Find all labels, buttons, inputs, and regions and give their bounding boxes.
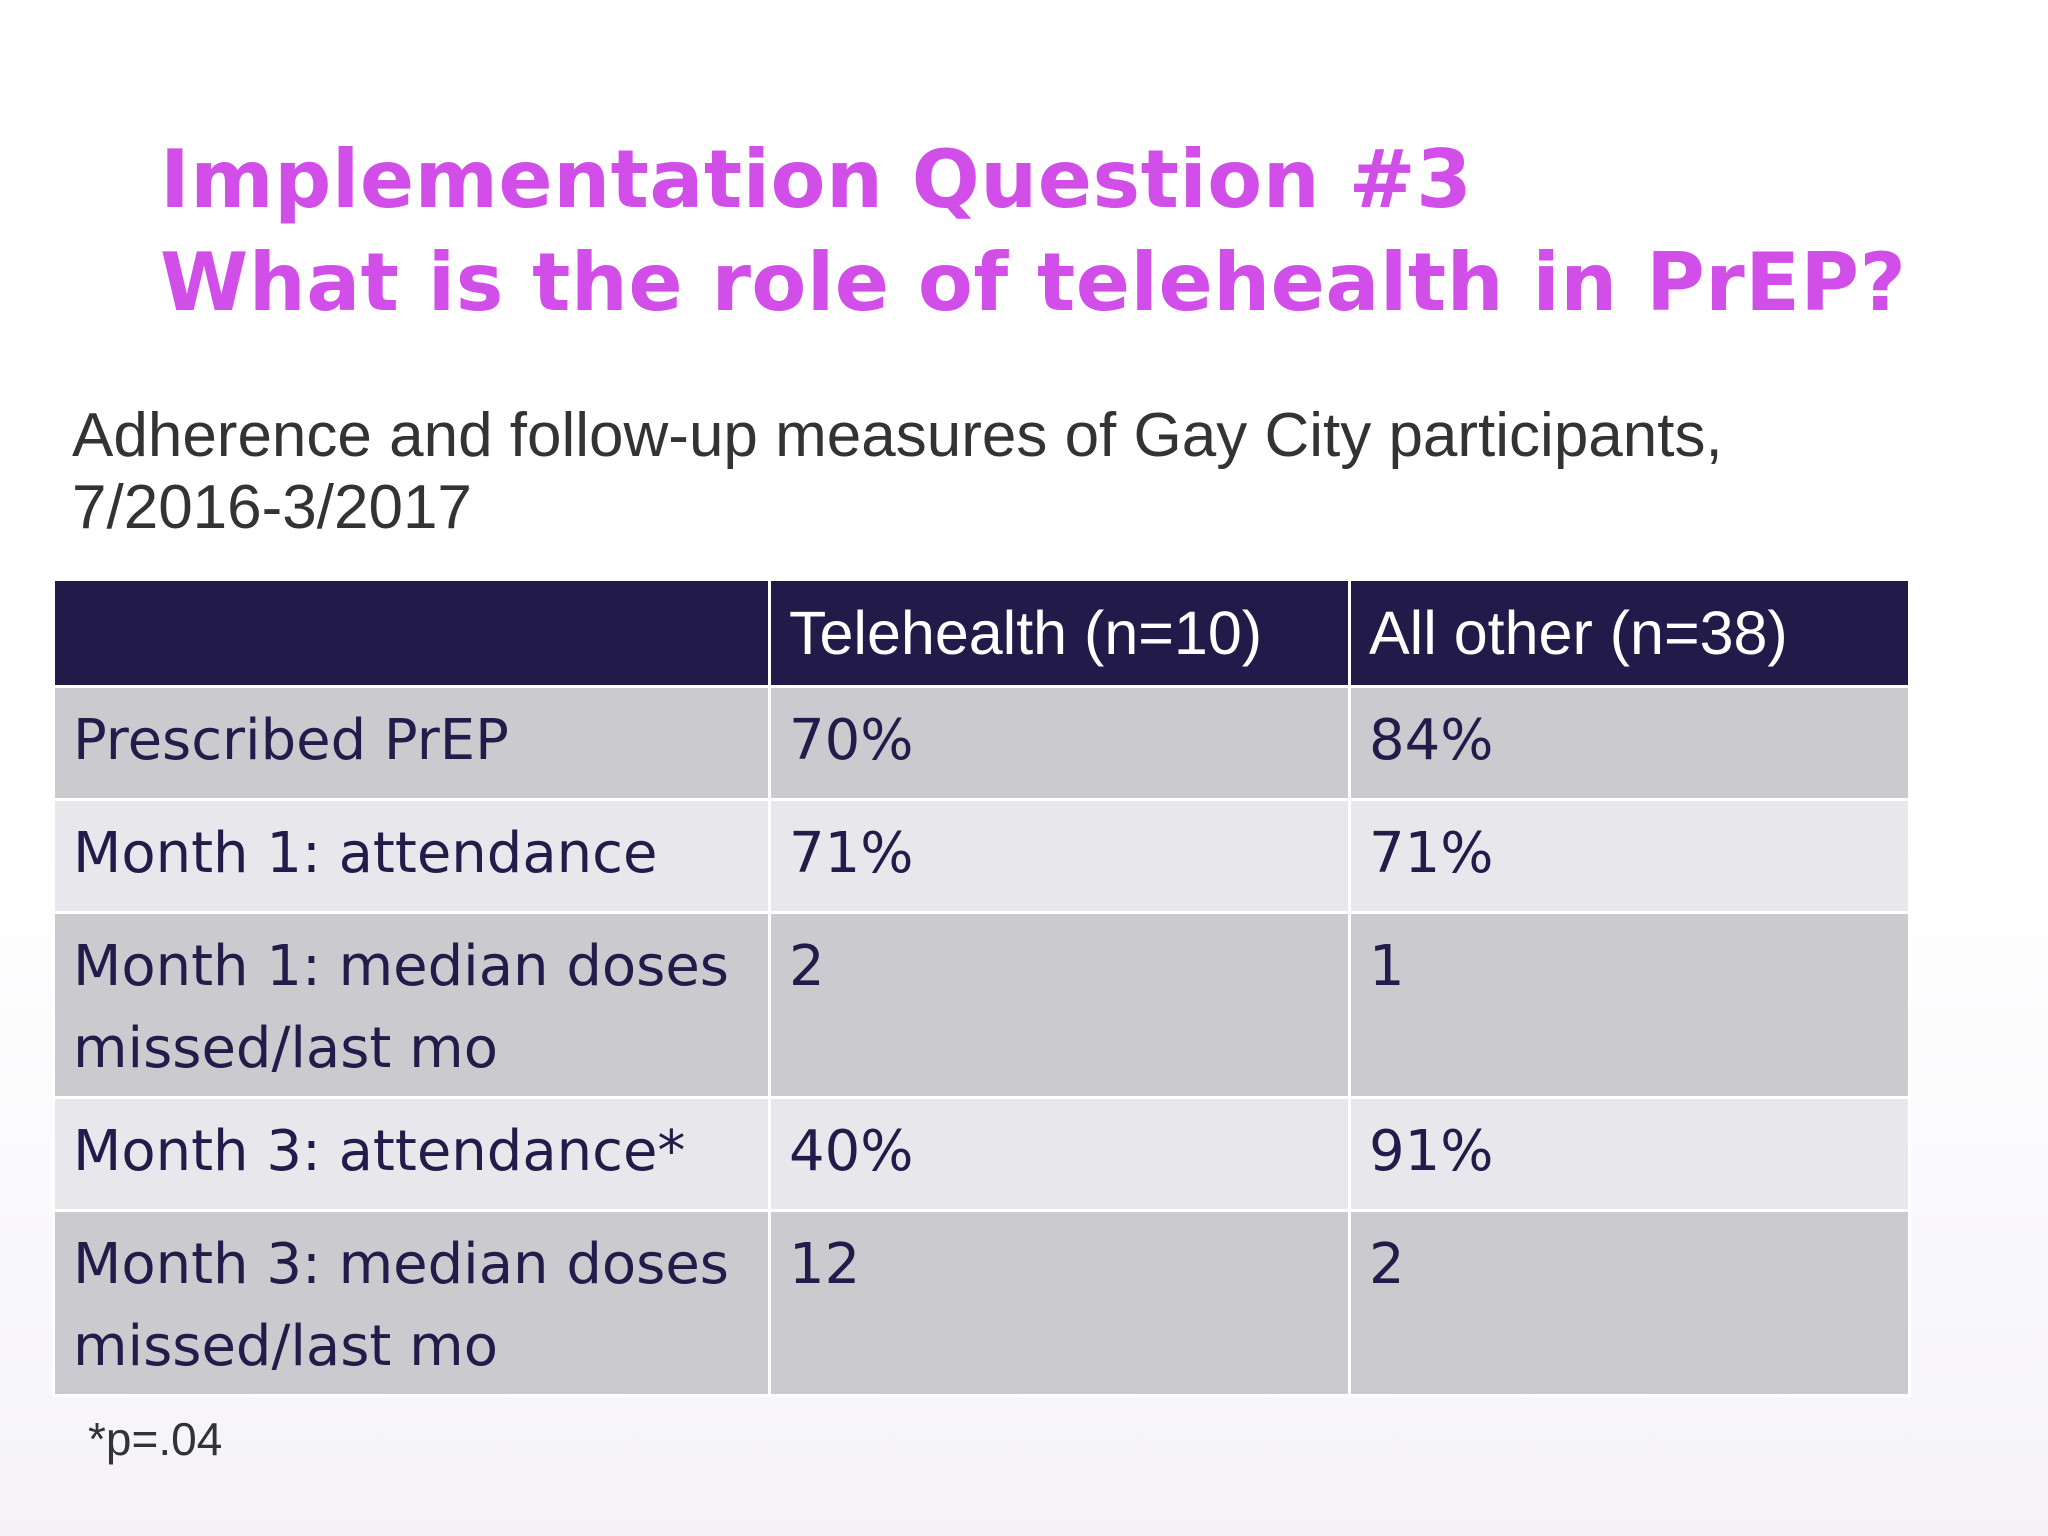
all-other-value: 71% [1348,798,1911,914]
table-caption: Adherence and follow-up measures of Gay … [72,400,1723,544]
table-row: Prescribed PrEP 70% 84% [52,685,1911,801]
header-cell-all-other: All other (n=38) [1348,578,1911,688]
table-row: Month 3: attendance* 40% 91% [52,1096,1911,1212]
table-header-row: Telehealth (n=10) All other (n=38) [52,578,1911,688]
telehealth-value: 12 [768,1209,1351,1397]
row-label: Month 1: median doses missed/last mo [52,911,771,1099]
row-label: Month 1: attendance [52,798,771,914]
caption-line-2: 7/2016-3/2017 [72,473,472,542]
footnote: *p=.04 [88,1413,223,1465]
slide-title: Implementation Question #3 What is the r… [160,128,1906,334]
all-other-value: 91% [1348,1096,1911,1212]
row-label: Month 3: attendance* [52,1096,771,1212]
caption-line-1: Adherence and follow-up measures of Gay … [72,401,1723,470]
table-row: Month 1: median doses missed/last mo 2 1 [52,911,1911,1099]
table-row: Month 1: attendance 71% 71% [52,798,1911,914]
all-other-value: 2 [1348,1209,1911,1397]
adherence-table: Telehealth (n=10) All other (n=38) Presc… [52,578,1911,1397]
header-cell-telehealth: Telehealth (n=10) [768,578,1351,688]
table-row: Month 3: median doses missed/last mo 12 … [52,1209,1911,1397]
telehealth-value: 2 [768,911,1351,1099]
row-label: Month 3: median doses missed/last mo [52,1209,771,1397]
title-line-2: What is the role of telehealth in PrEP? [160,236,1907,329]
title-line-1: Implementation Question #3 [160,133,1473,226]
telehealth-value: 70% [768,685,1351,801]
header-cell-empty [52,578,771,688]
row-label: Prescribed PrEP [52,685,771,801]
all-other-value: 84% [1348,685,1911,801]
telehealth-value: 71% [768,798,1351,914]
all-other-value: 1 [1348,911,1911,1099]
telehealth-value: 40% [768,1096,1351,1212]
